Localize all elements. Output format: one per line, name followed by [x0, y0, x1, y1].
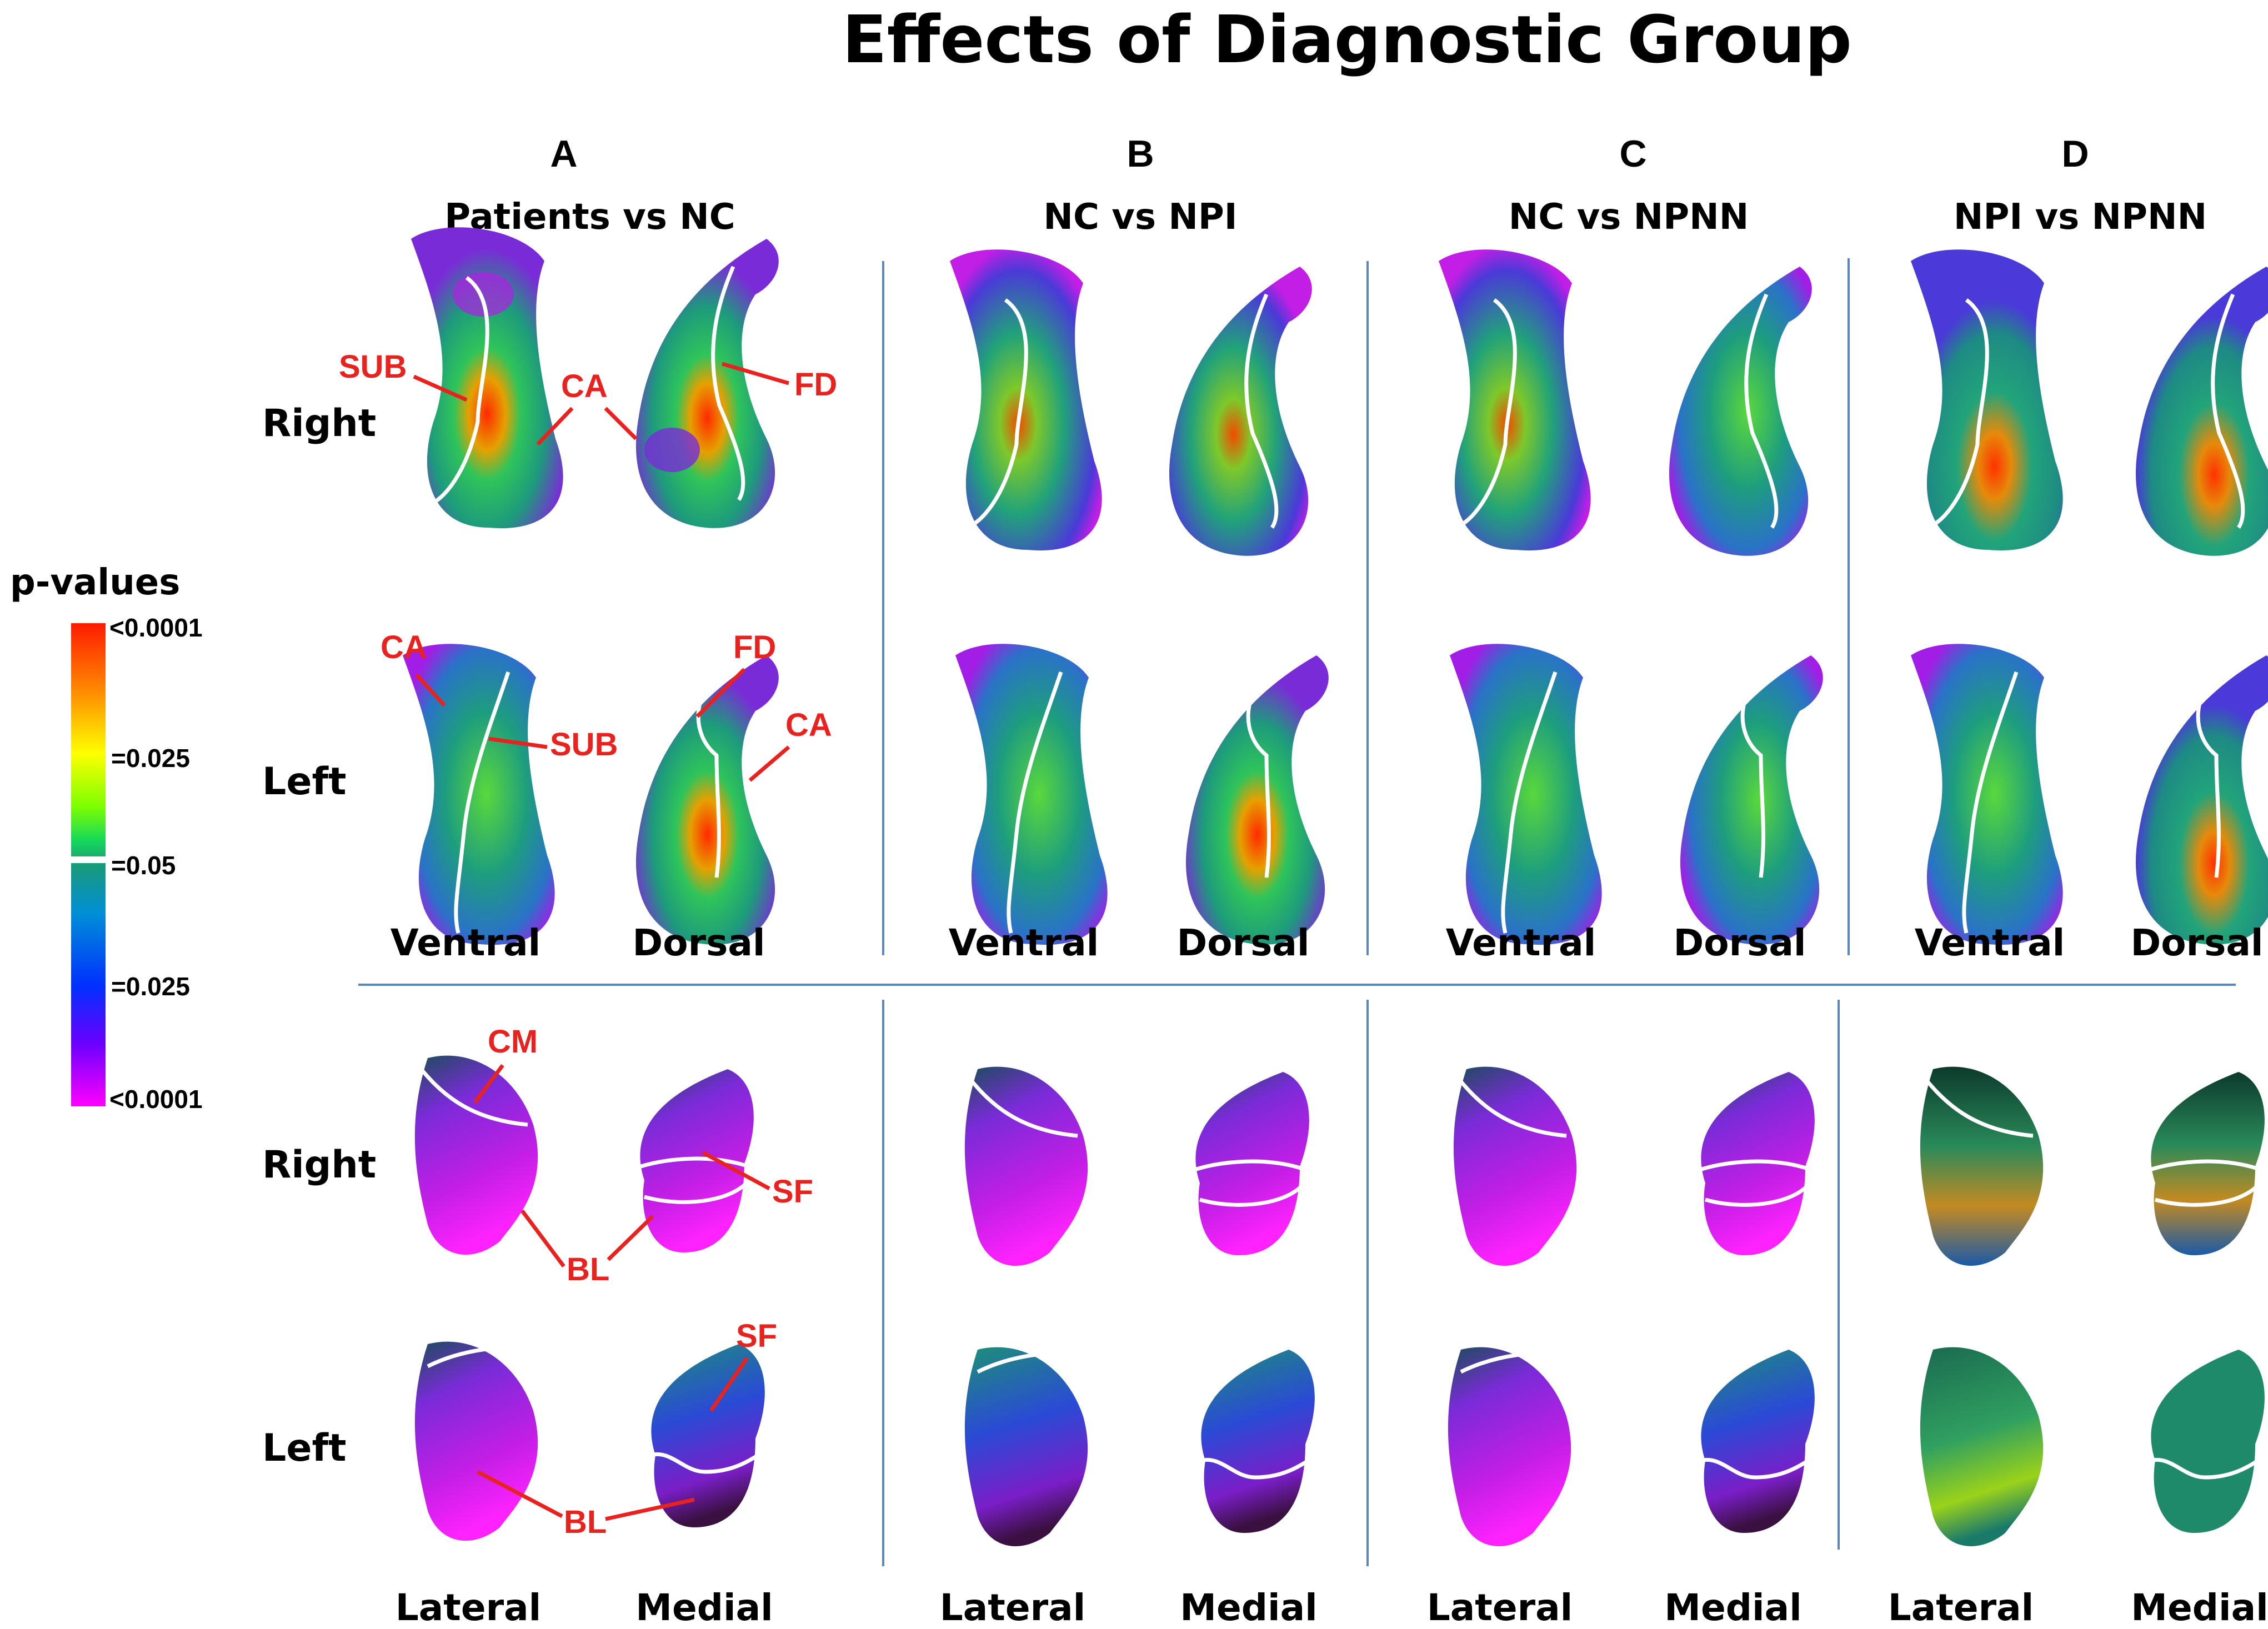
- amygdala-surface: [2143, 1072, 2268, 1255]
- amygdala-surface: [1699, 1350, 1818, 1533]
- hippocampus-surface: [1186, 655, 1329, 945]
- hippocampus-surface: [1169, 267, 1312, 556]
- hippocampus-left-row: [403, 644, 2268, 945]
- hippocampus-surface: [1450, 644, 1602, 945]
- row-label-hippocampus-right: Right: [262, 402, 376, 445]
- annotation-bl: BL: [567, 1251, 609, 1287]
- row-label-amygdala-right: Right: [262, 1143, 376, 1187]
- row-label-hippocampus-left: Left: [262, 760, 347, 804]
- view-label-dorsal: Dorsal: [1673, 921, 1806, 964]
- hippocampus-surface: [955, 644, 1108, 945]
- hippocampus-surface: [636, 655, 779, 945]
- annotation-fd: FD: [794, 367, 837, 403]
- view-label-medial: Medial: [2131, 1586, 2268, 1629]
- hippocampus-surface: [950, 249, 1102, 551]
- view-label-dorsal: Dorsal: [2130, 921, 2263, 964]
- annotation-bl: BL: [564, 1504, 607, 1540]
- hippocampus-view-labels: Ventral Dorsal Ventral Dorsal Ventral Do…: [390, 921, 2264, 964]
- view-label-medial: Medial: [1664, 1586, 1801, 1629]
- amygdala-surface: [1453, 1066, 1577, 1266]
- annotation-sub: SUB: [339, 349, 407, 385]
- view-label-ventral: Ventral: [390, 921, 540, 964]
- annotation-fd: FD: [733, 629, 776, 665]
- colorbar-tick: <0.0001: [109, 1085, 203, 1114]
- row-label-amygdala-left: Left: [262, 1426, 347, 1470]
- annotation-sf: SF: [772, 1174, 813, 1210]
- view-label-lateral: Lateral: [1427, 1586, 1573, 1629]
- amygdala-surface: [1188, 1072, 1314, 1255]
- hippocampus-surface: [1669, 267, 1812, 556]
- column-letter-b: B: [1127, 133, 1154, 175]
- annotation-sf: SF: [736, 1318, 777, 1354]
- view-label-medial: Medial: [1180, 1586, 1317, 1629]
- colorbar-tick: =0.025: [111, 744, 190, 773]
- view-label-dorsal: Dorsal: [1176, 921, 1309, 964]
- column-comparison-d: NPI vs NPNN: [1954, 197, 2207, 238]
- annotation-ca: CA: [561, 368, 608, 404]
- view-label-medial: Medial: [635, 1586, 773, 1629]
- column-comparison-a: Patients vs NC: [444, 197, 735, 238]
- amygdala-surface: [1448, 1347, 1571, 1546]
- annotation-ca: CA: [380, 629, 427, 665]
- view-label-ventral: Ventral: [1446, 921, 1596, 964]
- column-letter-a: A: [550, 133, 577, 175]
- view-label-lateral: Lateral: [395, 1586, 542, 1629]
- amygdala-surface: [1199, 1350, 1318, 1533]
- annotation-ca: CA: [785, 707, 832, 743]
- hippocampus-surface: [2136, 267, 2268, 556]
- figure-title: Effects of Diagnostic Group: [842, 1, 1852, 78]
- colorbar-tick: =0.025: [111, 972, 190, 1001]
- hippocampus-surface: [1911, 644, 2063, 945]
- amygdala-surface: [1920, 1066, 2044, 1266]
- view-label-lateral: Lateral: [1888, 1586, 2034, 1629]
- colorbar: p-values <0.0001 =0.025 =0.05 =0.025 <0.…: [10, 562, 203, 1114]
- colorbar-tick: =0.05: [111, 851, 176, 880]
- view-label-dorsal: Dorsal: [632, 921, 765, 964]
- hippocampus-surface: [2136, 655, 2268, 945]
- column-letter-c: C: [1619, 133, 1646, 175]
- column-comparison-c: NC vs NPNN: [1509, 197, 1749, 238]
- amygdala-surface: [414, 1055, 538, 1255]
- column-headers: A Patients vs NC B NC vs NPI C NC vs NPN…: [444, 133, 2207, 238]
- column-comparison-b: NC vs NPI: [1043, 197, 1237, 238]
- amygdala-view-labels: Lateral Medial Lateral Medial Lateral Me…: [395, 1586, 2268, 1629]
- annotation-cm: CM: [488, 1024, 538, 1060]
- amygdala-surface: [414, 1341, 538, 1541]
- amygdala-surface: [1693, 1072, 1819, 1255]
- view-label-ventral: Ventral: [949, 921, 1099, 964]
- annotation-sub: SUB: [550, 726, 618, 763]
- hippocampus-surface: [636, 239, 779, 528]
- hippocampus-right-row: [411, 227, 2268, 556]
- amygdala-surface: [632, 1069, 758, 1252]
- annotations: SUB CA FD CA SUB FD CA CM SF BL SF BL: [339, 349, 837, 1540]
- amygdala-surface: [2149, 1350, 2267, 1533]
- colorbar-gradient: [71, 623, 106, 1106]
- hippocampus-surface: [403, 644, 555, 945]
- amygdala-surface: [964, 1347, 1088, 1546]
- view-label-ventral: Ventral: [1915, 921, 2065, 964]
- grid-dividers: [358, 258, 2236, 1566]
- column-letter-d: D: [2061, 133, 2089, 175]
- amygdala-surface: [964, 1066, 1088, 1266]
- hippocampus-surface: [411, 227, 563, 529]
- amygdala-right-row: [414, 1055, 2268, 1266]
- amygdala-left-row: [414, 1341, 2267, 1546]
- colorbar-label: p-values: [10, 562, 180, 603]
- hippocampus-surface: [1439, 249, 1591, 551]
- colorbar-threshold-mark: [71, 856, 106, 863]
- amygdala-surface: [1920, 1347, 2044, 1546]
- hippocampus-surface: [1911, 249, 2063, 551]
- hippocampus-surface: [1680, 655, 1823, 945]
- view-label-lateral: Lateral: [940, 1586, 1086, 1629]
- amygdala-surface: [649, 1344, 768, 1527]
- colorbar-tick: <0.0001: [109, 613, 203, 642]
